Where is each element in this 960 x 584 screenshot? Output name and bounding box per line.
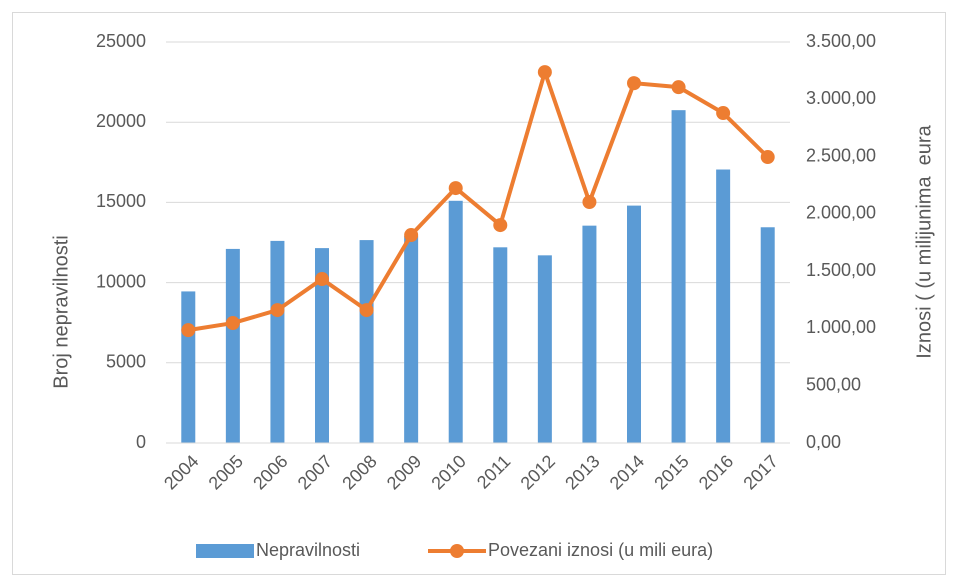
y2-tick-label: 0,00 — [806, 432, 841, 452]
line-marker — [582, 195, 597, 210]
y-tick-label: 0 — [136, 432, 146, 452]
bar — [716, 169, 731, 443]
legend-marker — [450, 544, 464, 558]
bar — [359, 240, 374, 443]
line-marker — [448, 181, 463, 196]
y-axis-title: Broj nepravilnosti — [50, 235, 72, 388]
legend-label: Povezani iznosi (u mili eura) — [488, 540, 713, 560]
bar — [404, 236, 419, 443]
bar — [270, 240, 285, 443]
line-marker — [716, 106, 731, 121]
bar — [181, 291, 196, 443]
y2-tick-label: 1.000,00 — [806, 317, 876, 337]
bar — [493, 247, 508, 443]
y-tick-label: 5000 — [106, 352, 146, 372]
y2-tick-label: 2.500,00 — [806, 145, 876, 165]
bar — [627, 205, 641, 443]
line-marker — [225, 316, 240, 331]
line-marker — [404, 228, 419, 243]
y-tick-label: 20000 — [96, 111, 146, 131]
y2-tick-label: 1.500,00 — [806, 260, 876, 280]
line-marker — [315, 272, 329, 287]
bar — [760, 227, 775, 443]
line-marker — [760, 150, 775, 165]
line — [187, 70, 770, 333]
y-tick-label: 15000 — [96, 191, 146, 211]
y2-tick-label: 3.000,00 — [806, 88, 876, 108]
legend-swatch — [196, 544, 254, 558]
legend-label: Nepravilnosti — [256, 540, 360, 560]
bar — [448, 200, 463, 443]
line-marker — [270, 303, 285, 318]
bar — [582, 225, 597, 443]
bar — [315, 248, 329, 443]
bar — [225, 248, 240, 443]
y2-axis-title: Iznosi ( (u milijunima eura — [913, 124, 935, 358]
line-marker — [359, 303, 374, 318]
y-tick-label: 10000 — [96, 271, 146, 291]
bar — [671, 110, 686, 444]
y2-tick-label: 3.500,00 — [806, 31, 876, 51]
line-marker — [493, 218, 508, 233]
line-marker — [181, 323, 196, 338]
y2-tick-label: 2.000,00 — [806, 203, 876, 223]
line-marker — [537, 65, 552, 80]
line-marker — [671, 80, 686, 95]
y2-tick-label: 500,00 — [806, 374, 861, 394]
bar — [537, 255, 552, 443]
chart-border — [12, 12, 946, 575]
line-marker — [627, 76, 641, 91]
y-tick-label: 25000 — [96, 31, 146, 51]
